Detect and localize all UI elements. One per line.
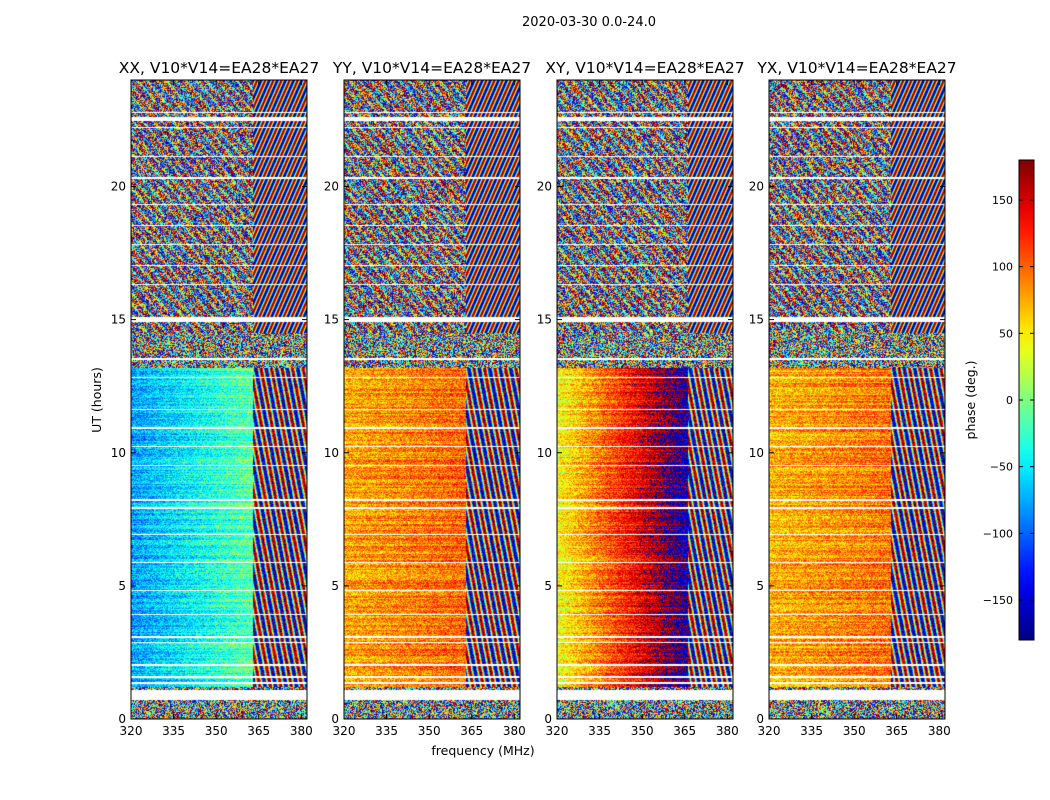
y-tick-label: 0	[331, 712, 339, 726]
y-tick-label: 15	[111, 313, 126, 327]
x-tick-label: 335	[162, 724, 185, 738]
x-tick-label: 350	[205, 724, 228, 738]
y-tick-label: 10	[749, 446, 764, 460]
y-tick-label: 5	[331, 579, 339, 593]
y-tick-label: 0	[756, 712, 764, 726]
y-tick-label: 20	[749, 180, 764, 194]
x-axis-label: frequency (MHz)	[431, 743, 534, 758]
heatmap-image	[344, 80, 520, 719]
y-tick-label: 20	[111, 180, 126, 194]
panel-4: YX, V10*V14=EA28*EA27 320 335 350 365 380 0 5 10…	[749, 59, 957, 738]
colorbar-tick-label: 100	[992, 261, 1013, 274]
y-tick-label: 20	[537, 180, 552, 194]
y-tick-label: 5	[756, 579, 764, 593]
x-tick-label: 365	[460, 724, 483, 738]
x-tick-label: 380	[928, 724, 951, 738]
colorbar-tick-label: −150	[983, 594, 1013, 607]
panel-1: XX, V10*V14=EA28*EA27 320 335 350 365 380 0 5 10…	[111, 59, 320, 738]
colorbar-label: phase (deg.)	[963, 361, 978, 440]
panel-frame	[343, 79, 521, 720]
x-tick-label: 365	[247, 724, 270, 738]
colorbar-tick-label: 0	[1006, 394, 1013, 407]
y-axis-label: UT (hours)	[89, 367, 104, 433]
y-tick-label: 0	[544, 712, 552, 726]
y-tick-label: 5	[118, 579, 126, 593]
colorbar-tick-label: −50	[990, 461, 1013, 474]
x-tick-label: 380	[716, 724, 739, 738]
y-tick-label: 10	[111, 446, 126, 460]
x-tick-label: 380	[503, 724, 526, 738]
panel-title: YY, V10*V14=EA28*EA27	[332, 59, 531, 77]
colorbar: 150 100 50 0 −50 −100 −150 phase (deg.)	[963, 159, 1035, 641]
y-tick-label: 10	[537, 446, 552, 460]
panel-2: YY, V10*V14=EA28*EA27 320 335 350 365 380 0 5 10…	[324, 59, 531, 738]
x-tick-label: 320	[758, 724, 781, 738]
panel-3: XY, V10*V14=EA28*EA27 320 335 350 365 380 0 5 10…	[537, 59, 745, 738]
x-tick-label: 350	[631, 724, 654, 738]
colorbar-tick-label: 150	[992, 194, 1013, 207]
x-tick-label: 365	[885, 724, 908, 738]
x-tick-label: 320	[120, 724, 143, 738]
y-tick-label: 10	[324, 446, 339, 460]
panel-frame	[130, 79, 308, 720]
y-tick-label: 15	[749, 313, 764, 327]
x-tick-label: 350	[418, 724, 441, 738]
x-tick-label: 335	[800, 724, 823, 738]
x-tick-label: 320	[546, 724, 569, 738]
x-tick-label: 350	[843, 724, 866, 738]
panels-group: XX, V10*V14=EA28*EA27 320 335 350 365 380 0 5 10…	[111, 59, 957, 738]
panel-frame	[556, 79, 734, 720]
x-tick-label: 335	[588, 724, 611, 738]
y-tick-label: 15	[537, 313, 552, 327]
y-tick-label: 15	[324, 313, 339, 327]
y-tick-label: 0	[118, 712, 126, 726]
x-tick-label: 365	[673, 724, 696, 738]
heatmap-image	[557, 80, 733, 719]
x-tick-label: 320	[333, 724, 356, 738]
panel-frame	[768, 79, 946, 720]
panel-title: XX, V10*V14=EA28*EA27	[119, 59, 319, 77]
y-tick-label: 20	[324, 180, 339, 194]
x-tick-label: 380	[290, 724, 313, 738]
heatmap-image	[131, 80, 307, 719]
x-tick-label: 335	[375, 724, 398, 738]
panel-title: XY, V10*V14=EA28*EA27	[545, 59, 744, 77]
colorbar-tick-label: −100	[983, 527, 1013, 540]
y-tick-label: 5	[544, 579, 552, 593]
heatmap-image	[769, 80, 945, 719]
figure-title: 2020-03-30 0.0-24.0	[522, 15, 656, 30]
colorbar-tick-label: 50	[999, 327, 1013, 340]
panel-title: YX, V10*V14=EA28*EA27	[756, 59, 956, 77]
